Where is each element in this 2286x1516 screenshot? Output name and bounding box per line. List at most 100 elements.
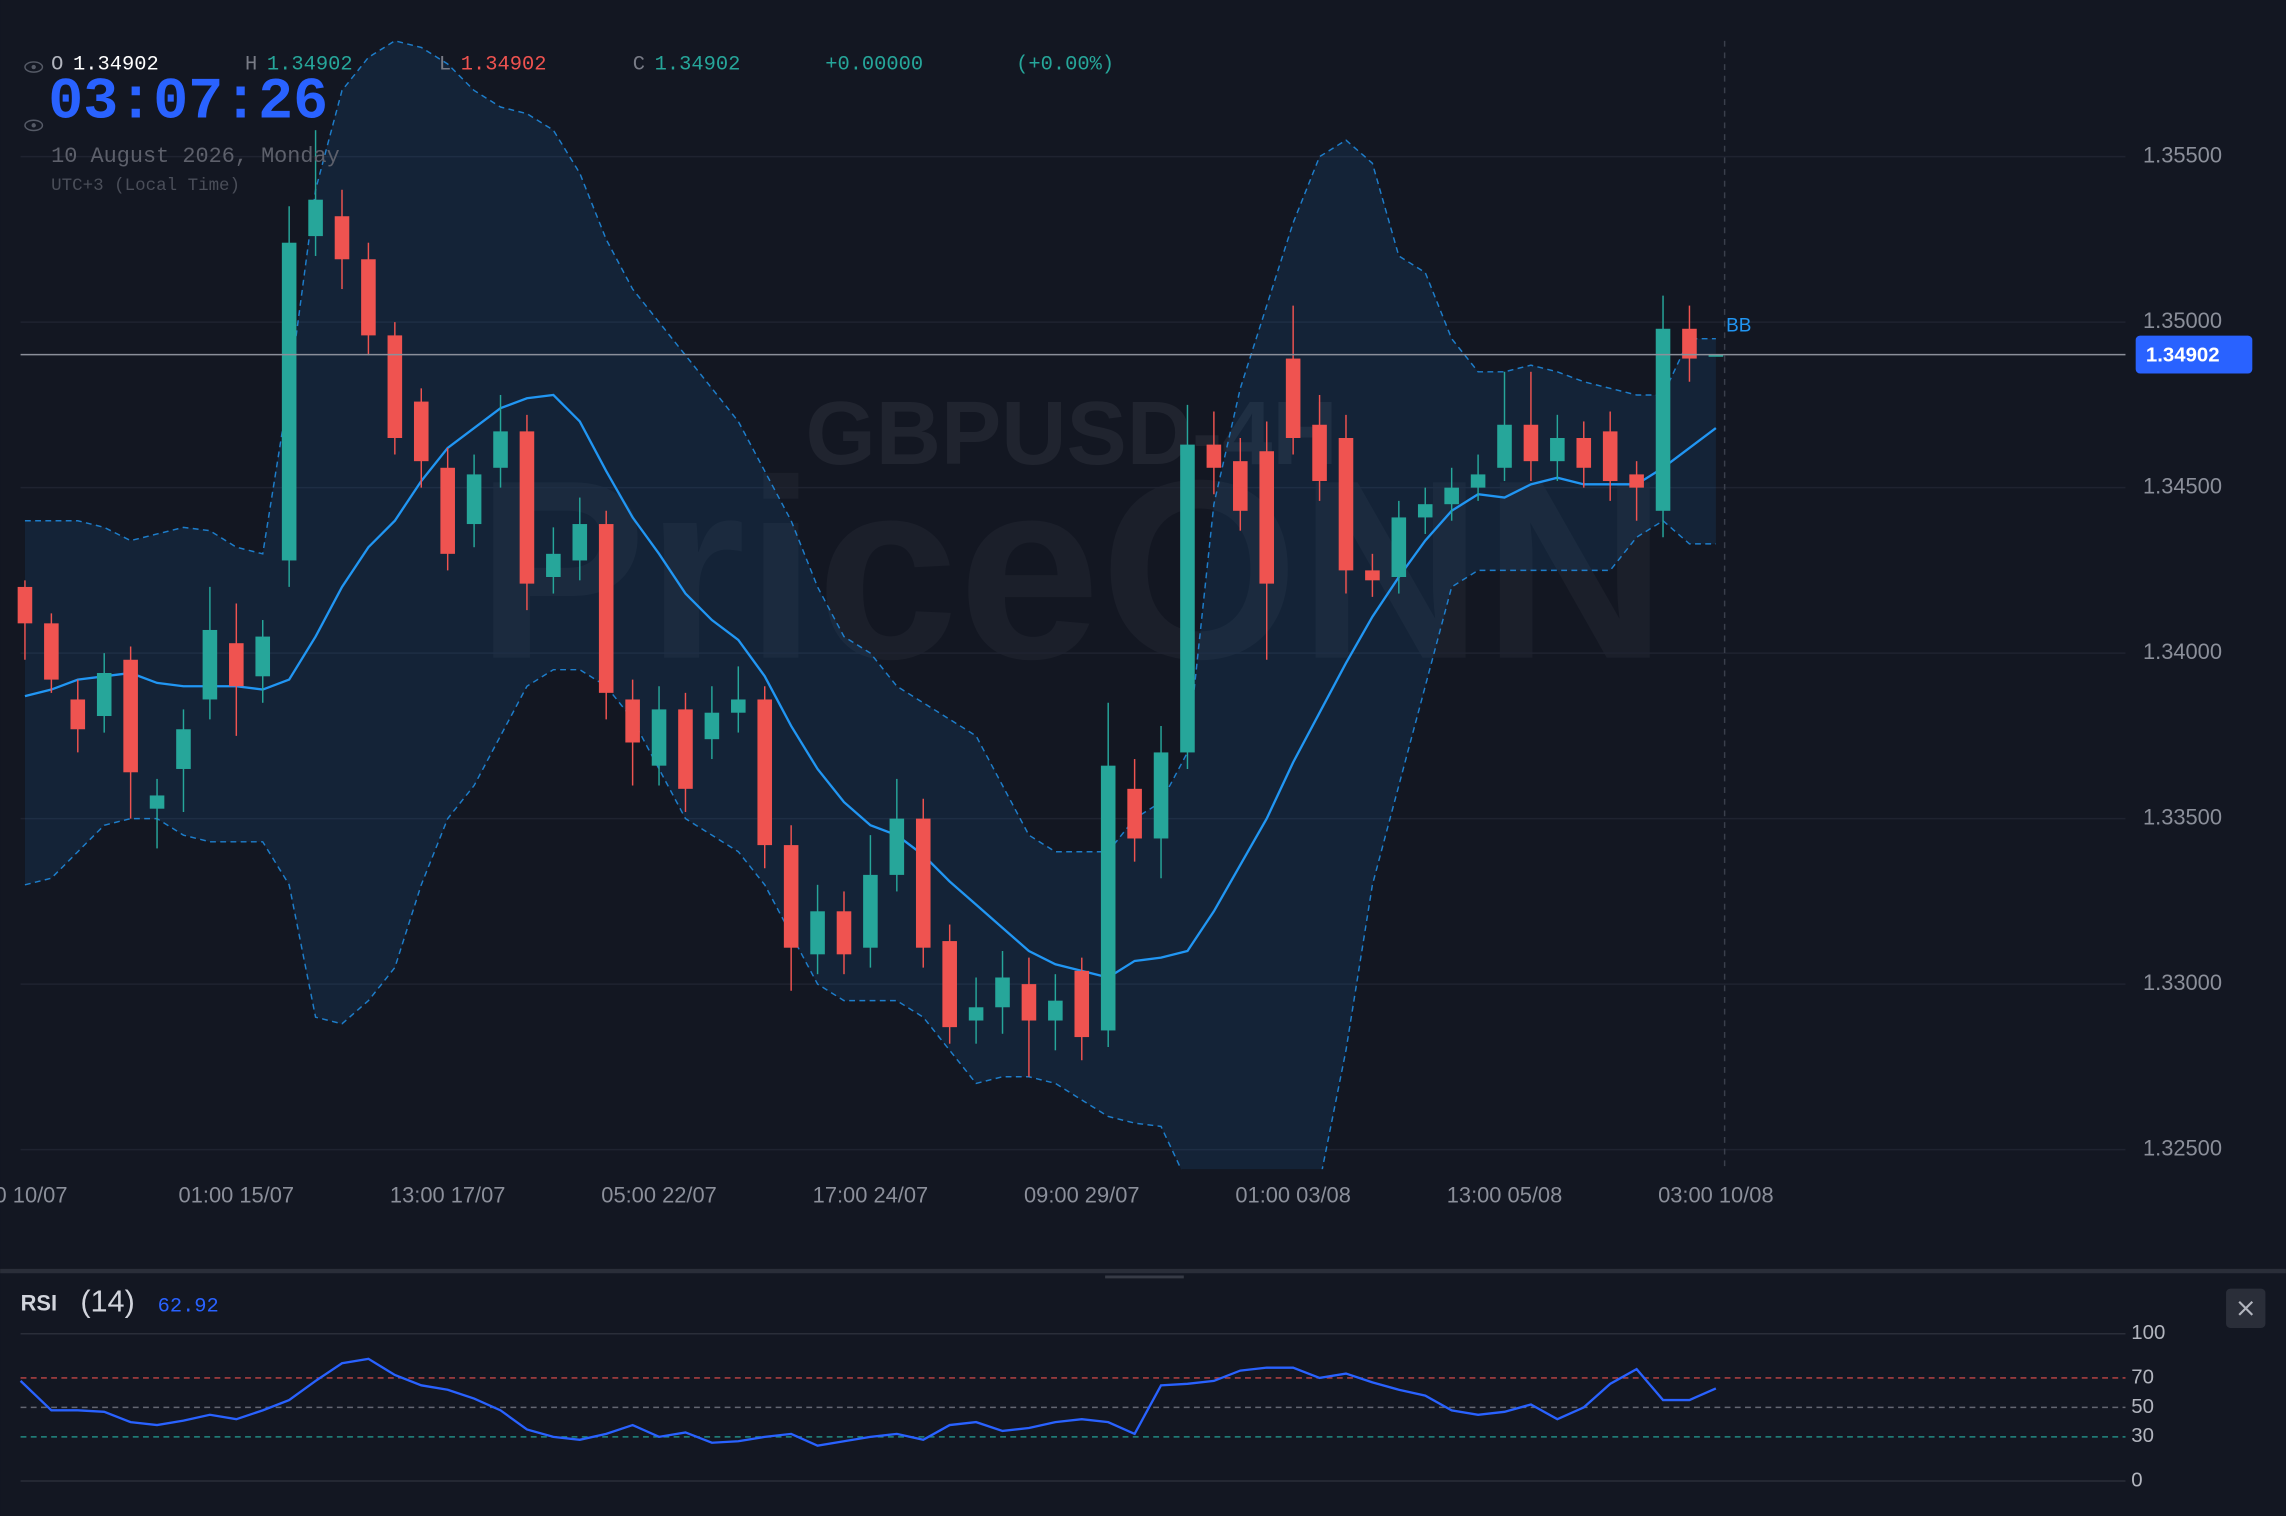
band-middle [24, 393, 1717, 979]
change-percent: (+0.00%) [1016, 54, 1114, 77]
candle-body [1602, 431, 1618, 482]
y-tick-label: 1.35000 [2143, 308, 2222, 333]
band-label: BB [1726, 316, 1751, 337]
candle-body [968, 1007, 984, 1021]
eye-icon[interactable] [24, 119, 44, 132]
candle-body [889, 818, 905, 875]
candle-body [731, 699, 746, 713]
low-value: 1.34902 [461, 54, 547, 77]
x-tick-label: 01:00 15/07 [179, 1183, 294, 1208]
x-tick-label: 13:00 17/07 [390, 1183, 505, 1208]
candle-body [598, 524, 614, 693]
candle-body [651, 709, 667, 766]
candle-body [1497, 424, 1512, 468]
y-tick-label: 1.34000 [2143, 639, 2222, 664]
candle-body [255, 636, 271, 677]
y-tick-label: 1.33000 [2143, 970, 2222, 995]
candle-body [123, 659, 138, 773]
candle-body [1259, 451, 1275, 584]
x-tick-label: 01:00 03/08 [1235, 1183, 1350, 1208]
candle-body [1285, 358, 1301, 438]
band-upper [24, 40, 1716, 853]
x-tick-label: 05:00 22/07 [601, 1183, 716, 1208]
candle-body [1550, 437, 1565, 462]
x-tick-label: 09:00 29/07 [1024, 1183, 1139, 1208]
date: 10 August 2026, Monday [51, 144, 340, 169]
brand-watermark: PriceONN [476, 428, 1667, 713]
y-tick-label: 50 [2131, 1396, 2154, 1418]
candle-body [1365, 570, 1380, 581]
rsi-title: RSI [21, 1290, 57, 1315]
candle-body [70, 699, 86, 730]
candle-body [1074, 970, 1090, 1038]
header: O 1.34902 H 1.34902 L 1.34902 C 1.34902 … [24, 54, 1114, 196]
candle-body [836, 911, 852, 955]
candle-body [519, 431, 535, 584]
candle-body [202, 629, 218, 700]
high-value: 1.34902 [267, 54, 353, 77]
eye-icon[interactable] [24, 61, 44, 73]
change: +0.00000 [825, 54, 923, 77]
close-button[interactable] [2226, 1288, 2266, 1328]
x-tick-label: 00 10/07 [0, 1183, 67, 1208]
rsi-line [19, 1357, 1717, 1447]
rsi-header: RSI (14) 62.92 [21, 1284, 2266, 1328]
y-tick-label: 1.34500 [2143, 473, 2222, 498]
candle-body [1417, 504, 1433, 518]
candle-body [1048, 1000, 1063, 1021]
candle-body [1021, 984, 1037, 1021]
candle-body [678, 709, 693, 789]
y-tick-label: 70 [2131, 1366, 2154, 1388]
candle-body [281, 242, 297, 561]
y-tick-label: 30 [2131, 1425, 2154, 1447]
candle-body [546, 553, 561, 578]
candle-body [308, 199, 323, 237]
candle-body [995, 977, 1010, 1008]
band-lower [24, 519, 1716, 1170]
candle-body [1576, 437, 1592, 468]
candle-body [1180, 444, 1195, 753]
price-tag [2135, 335, 2253, 374]
candle-body [915, 818, 931, 948]
candle-body [334, 216, 350, 260]
timezone: UTC+3 (Local Time) [51, 176, 240, 196]
y-tick-label: 100 [2131, 1322, 2165, 1344]
rsi-value: 62.92 [158, 1295, 219, 1318]
candle-body [942, 941, 957, 1028]
candle-body [1206, 444, 1222, 468]
price-pane: GBPUSD-4H PriceONN [17, 40, 2126, 1170]
candle-body [229, 643, 244, 687]
x-tick-label: 17:00 24/07 [813, 1183, 928, 1208]
candle-body [96, 672, 112, 717]
candle-body [1682, 328, 1697, 359]
rsi-period: (14) [80, 1284, 134, 1318]
candle-body [1127, 788, 1142, 839]
candle-body [387, 335, 403, 438]
candle-body [176, 729, 191, 769]
clock: 03:07:26 [48, 68, 328, 135]
candle-body [1391, 517, 1407, 578]
y-tick-label: 1.33500 [2143, 804, 2222, 829]
close-value: 1.34902 [655, 54, 741, 77]
candle-body [440, 467, 455, 554]
candle-body [1153, 752, 1169, 839]
rsi-pane: 100 70 50 30 0 [19, 1322, 2165, 1491]
candle-body [625, 699, 640, 743]
candle-body [572, 524, 588, 561]
x-tick-label: 13:00 05/08 [1447, 1183, 1562, 1208]
candle-body [863, 874, 878, 948]
candle-body [1338, 437, 1354, 571]
candle-body [466, 474, 482, 525]
symbol-watermark: GBPUSD-4H [805, 383, 1337, 484]
candle-body [1655, 328, 1671, 511]
candle-body [757, 699, 773, 846]
candle-body [1523, 424, 1539, 462]
candle-body [810, 911, 825, 955]
high-label: H [245, 54, 257, 77]
candle-body [1100, 765, 1116, 1031]
y-tick-label: 1.35500 [2143, 142, 2222, 167]
candle-body [413, 401, 429, 462]
candle-body [149, 795, 165, 809]
